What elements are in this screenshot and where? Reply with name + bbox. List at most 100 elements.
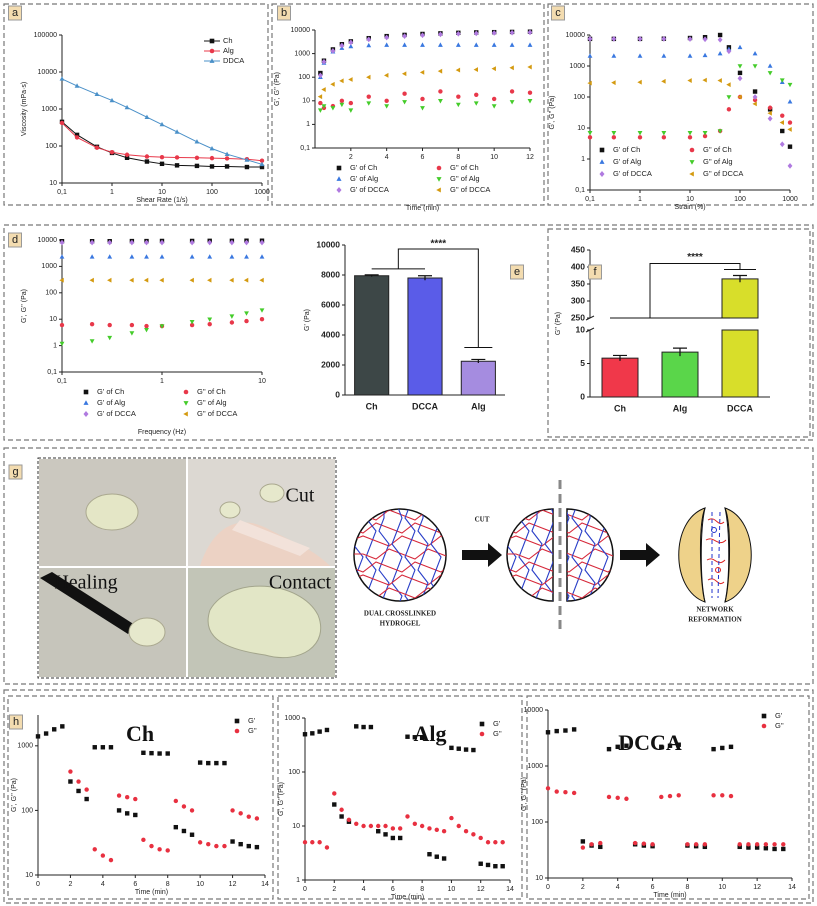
legend-label: G' [248,716,256,725]
y-tick-label: 250 [571,312,585,322]
panel-frame [547,228,811,438]
marker [89,239,95,246]
panel-letter-box [510,264,524,280]
marker [317,108,323,113]
marker [189,277,194,283]
significance: **** [687,252,703,263]
marker [637,79,642,85]
marker [637,53,643,58]
marker [157,751,162,756]
y-tick-label: 100 [298,74,310,81]
marker [317,94,323,100]
marker [702,36,708,43]
error-bar [613,354,627,361]
marker [310,731,315,736]
marker [527,64,532,70]
network-strand [571,509,583,601]
marker [107,254,113,259]
marker [752,89,758,94]
marker [189,239,195,246]
marker [412,735,418,740]
panel-letter: d [12,234,18,246]
marker [207,254,213,259]
panel-frame [3,224,814,441]
marker [491,66,496,72]
y-tick-label: 10000 [524,707,544,714]
legend-label: G' of Ch [350,163,377,172]
x-tick-label: 0,1 [57,378,67,385]
marker [667,743,673,748]
y-tick-label: 10000 [316,239,340,249]
marker [229,314,235,319]
marker [330,48,336,54]
marker [449,745,454,751]
marker [752,51,758,56]
marker [632,840,638,846]
marker [419,735,425,740]
marker [737,75,743,82]
marker [500,840,505,845]
marker [246,843,251,849]
marker [174,129,180,134]
marker [234,718,240,724]
marker [107,239,113,246]
y-tick-label: 100 [45,143,57,150]
marker [781,842,786,847]
marker [449,815,454,821]
marker [397,835,403,841]
x-axis-label: Time (min) [391,894,424,901]
marker [509,65,514,71]
marker [159,161,165,167]
chart-title: Ch [126,721,154,746]
x-tick-label: 12 [477,886,485,893]
network-strand [378,509,390,601]
marker [366,101,372,106]
marker [687,53,693,58]
marker [157,847,162,852]
y-axis-label: G'' (Pa) [555,312,562,335]
marker [59,239,65,246]
marker [259,308,265,313]
hydrogel [219,501,241,519]
panel-frame [3,447,814,685]
x-axis-label: Shear Rate (1/s) [136,197,187,204]
marker [687,36,693,42]
legend-label: G'' of DCCA [450,185,490,194]
y-tick-label: 2000 [321,359,340,369]
marker [752,94,758,100]
marker [702,133,708,139]
network-strand [567,574,613,586]
marker [667,793,673,799]
marker [238,811,243,816]
y-tick-label: 450 [571,244,585,254]
marker [59,322,65,328]
photo-grid: Cut Healing Contact [37,457,337,679]
legend-label: G' of DCCA [613,169,652,178]
marker [689,147,695,153]
marker [402,42,408,47]
marker [434,854,439,859]
marker [144,254,149,259]
y-tick-label: 1 [581,156,585,163]
marker [348,108,354,113]
marker [384,72,389,78]
marker [189,808,195,813]
panel-frame [277,695,523,900]
marker [509,42,515,47]
marker [141,837,146,843]
x-tick-label: 4 [362,886,366,893]
network-strand [507,548,553,560]
marker [92,847,97,852]
marker [302,732,308,737]
marker [624,796,629,801]
x-tick-label: 10 [258,378,266,385]
panel-frame [3,689,814,904]
marker [116,793,122,798]
marker [174,163,180,168]
marker [545,786,551,791]
marker [761,713,767,719]
marker [527,90,533,95]
marker [527,99,533,104]
legend-label: G'' [248,726,257,735]
marker [100,853,106,858]
